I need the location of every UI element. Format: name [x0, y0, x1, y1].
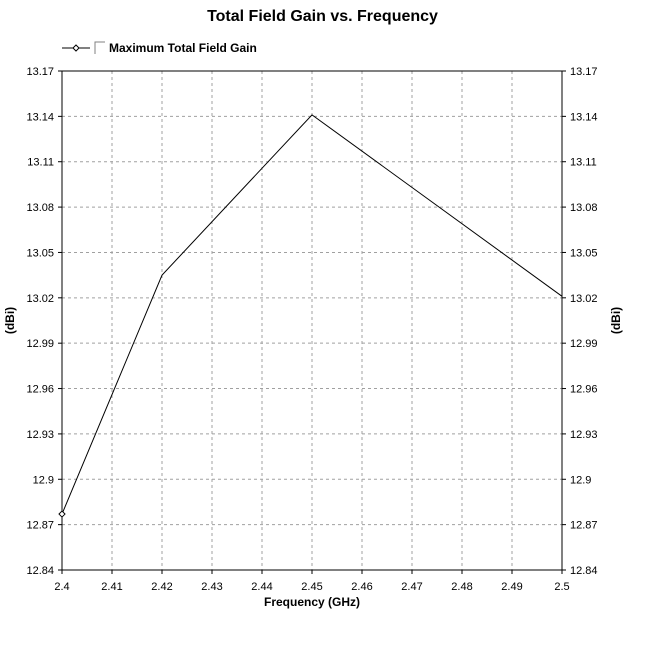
legend-series-label: Maximum Total Field Gain: [109, 41, 257, 55]
y-tick-label-right: 12.93: [570, 429, 598, 441]
legend-marker-icon: [62, 41, 105, 54]
y-tick-label-left: 13.02: [26, 293, 54, 305]
y-tick-label-right: 12.87: [570, 520, 598, 532]
x-tick-label: 2.41: [101, 581, 122, 593]
y-tick-label-right: 13.11: [570, 157, 597, 169]
y-tick-label-left: 13.05: [26, 247, 54, 259]
y-tick-label-right: 13.14: [570, 111, 598, 123]
x-tick-label: 2.47: [401, 581, 422, 593]
x-tick-label: 2.44: [251, 581, 272, 593]
x-tick-label: 2.43: [201, 581, 222, 593]
series-line: [61, 114, 563, 515]
y-tick-label-right: 12.9: [570, 474, 591, 486]
y-tick-label-right: 13.05: [570, 247, 598, 259]
y-tick-label-left: 12.87: [26, 520, 54, 532]
x-tick-label: 2.5: [554, 581, 569, 593]
y-tick-label-right: 13.02: [570, 293, 598, 305]
x-tick-label: 2.49: [501, 581, 522, 593]
x-axis-label: Frequency (GHz): [264, 595, 360, 609]
y-tick-label-left: 12.84: [26, 565, 54, 577]
y-tick-label-left: 13.14: [26, 111, 54, 123]
y-tick-label-left: 12.9: [33, 474, 54, 486]
x-tick-label: 2.45: [301, 581, 322, 593]
y-axis-label-left: (dBi): [3, 307, 17, 334]
y-tick-label-left: 12.96: [26, 384, 54, 396]
y-tick-label-right: 12.99: [570, 338, 598, 350]
y-tick-label-right: 12.84: [570, 565, 598, 577]
y-tick-label-right: 13.17: [570, 66, 598, 78]
x-tick-label: 2.46: [351, 581, 372, 593]
y-tick-label-left: 12.99: [26, 338, 54, 350]
x-tick-label: 2.42: [151, 581, 172, 593]
data-point-marker: [58, 510, 66, 518]
x-tick-label: 2.48: [451, 581, 472, 593]
y-axis-label-right: (dBi): [609, 307, 623, 334]
y-tick-label-left: 13.11: [27, 157, 54, 169]
y-tick-label-right: 13.08: [570, 202, 598, 214]
y-tick-label-right: 12.96: [570, 384, 598, 396]
y-tick-label-left: 13.17: [26, 66, 54, 78]
x-tick-label: 2.4: [54, 581, 69, 593]
y-tick-label-left: 13.08: [26, 202, 54, 214]
y-tick-label-left: 12.93: [26, 429, 54, 441]
chart-title: Total Field Gain vs. Frequency: [207, 8, 438, 25]
